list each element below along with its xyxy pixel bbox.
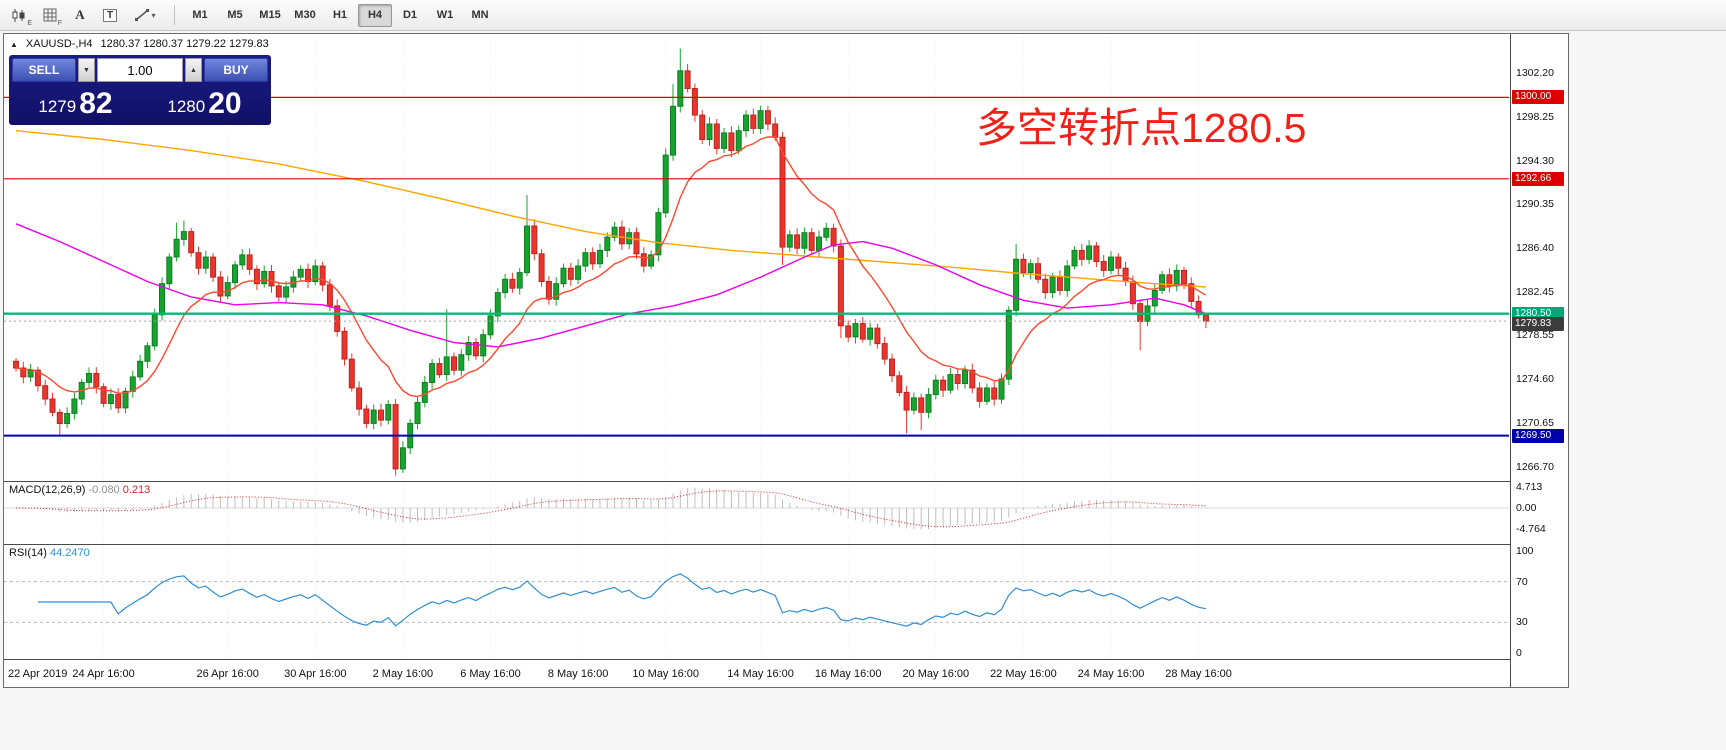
macd-value: -0.080 — [88, 484, 120, 496]
macd-signal-value: 0.213 — [122, 484, 151, 496]
timeframe-button-mn[interactable]: MN — [471, 9, 489, 21]
sell-price-display[interactable]: 1279 82 — [12, 84, 139, 122]
time-label: 2 May 16:00 — [372, 668, 434, 680]
rsi-scale-label: 30 — [1516, 616, 1528, 629]
sell-price-pips: 82 — [79, 87, 113, 120]
time-label: 28 May 16:00 — [1165, 668, 1232, 680]
time-label: 26 Apr 16:00 — [196, 668, 259, 680]
price-axis[interactable]: 1302.20 1298.25 1294.30 1290.35 1286.40 1282.… — [1510, 34, 1568, 687]
price-badge: 1292.66 — [1512, 171, 1564, 186]
ohlc-values: 1280.37 1280.37 1279.22 1279.83 — [100, 38, 269, 50]
candlestick-glyph — [12, 8, 25, 22]
macd-scale-label: -4.764 — [1516, 523, 1546, 536]
timeframe-bar: M1 M5 M15 M30 H1 H4 D1 W1 MN — [183, 3, 497, 27]
text-tool-icon[interactable]: A — [66, 3, 94, 27]
buy-price-pips: 20 — [208, 87, 242, 120]
panel-divider[interactable] — [4, 481, 1568, 482]
text-tool-glyph: A — [75, 7, 85, 22]
symbol-title: XAUUSD-,H4 — [25, 38, 93, 50]
symbol-header: ▲ XAUUSD-,H4 1280.37 1280.37 1279.22 127… — [10, 38, 269, 50]
main-chart-panel[interactable] — [4, 34, 1509, 481]
label-tool-icon[interactable]: T — [96, 3, 124, 27]
chart-window[interactable]: ▲ XAUUSD-,H4 1280.37 1280.37 1279.22 127… — [3, 33, 1569, 688]
timeframe-button-d1[interactable]: D1 — [402, 9, 418, 21]
macd-name: MACD(12,26,9) — [9, 484, 86, 496]
candlestick-chart-icon[interactable]: E — [6, 3, 34, 27]
price-label: 1294.30 — [1516, 154, 1554, 167]
sell-price-main: 1279 — [38, 97, 77, 116]
price-label: 1298.25 — [1516, 110, 1554, 123]
toolbar-separator — [174, 5, 175, 25]
buy-price-display[interactable]: 1280 20 — [141, 84, 268, 122]
rsi-panel[interactable] — [4, 545, 1509, 659]
time-label: 10 May 16:00 — [632, 668, 700, 680]
price-label: 1266.70 — [1516, 460, 1554, 473]
price-label: 1282.45 — [1516, 286, 1554, 299]
time-label: 30 Apr 16:00 — [284, 668, 347, 680]
draw-tools-icon[interactable]: ▾ — [126, 3, 164, 27]
price-badge: 1280.50 — [1512, 306, 1564, 321]
price-label: 1270.65 — [1516, 416, 1554, 429]
timeframe-button-m1[interactable]: M1 — [192, 9, 208, 21]
price-label: 1286.40 — [1516, 242, 1554, 255]
one-click-trade-panel: SELL ▼ ▲ BUY 1279 82 1280 20 — [9, 55, 271, 125]
price-badge: 1269.50 — [1512, 428, 1564, 443]
panel-divider — [4, 659, 1568, 660]
toolbar: E F A T ▾ M1 M5 M15 M30 H1 H4 D1 W1 MN — [0, 0, 1726, 31]
trendline-glyph — [135, 9, 150, 21]
volume-input[interactable] — [97, 58, 183, 82]
icon-sub-label: F — [57, 20, 62, 27]
time-label: 22 May 16:00 — [990, 668, 1057, 680]
time-axis[interactable]: 22 Apr 2019 24 Apr 16:00 26 Apr 16:00 30 Ap… — [4, 660, 1509, 686]
icon-sub-label: E — [27, 20, 32, 27]
time-label: 6 May 16:00 — [460, 668, 521, 680]
macd-chart[interactable] — [4, 482, 1509, 544]
timeframe-button-h1[interactable]: H1 — [332, 9, 348, 21]
price-label: 1278.55 — [1516, 329, 1554, 342]
rsi-label: RSI(14) 44.2470 — [9, 547, 90, 559]
time-label: 24 May 16:00 — [1077, 668, 1145, 680]
rsi-chart[interactable] — [4, 545, 1509, 659]
sell-button[interactable]: SELL — [12, 58, 76, 82]
chevron-down-icon: ▾ — [151, 10, 156, 20]
time-label: 8 May 16:00 — [547, 668, 609, 680]
rsi-scale-label: 100 — [1516, 545, 1534, 557]
price-label: 1290.35 — [1516, 198, 1554, 211]
chart-annotation: 多空转折点1280.5 — [976, 105, 1307, 151]
trade-panel-toggle-icon[interactable]: ▲ — [10, 39, 18, 49]
macd-scale-label: 4.713 — [1516, 481, 1543, 494]
volume-decrease-button[interactable]: ▼ — [78, 58, 95, 82]
timeframe-button-h4[interactable]: H4 — [358, 3, 392, 27]
volume-increase-button[interactable]: ▲ — [185, 58, 202, 82]
rsi-name: RSI(14) — [9, 547, 47, 559]
time-label: 14 May 16:00 — [727, 668, 794, 680]
label-tool-glyph: T — [102, 8, 118, 22]
buy-button[interactable]: BUY — [204, 58, 268, 82]
grid-glyph — [43, 8, 56, 21]
rsi-scale-label: 0 — [1516, 647, 1522, 659]
time-label: 22 Apr 2019 — [8, 668, 68, 680]
macd-panel[interactable] — [4, 482, 1509, 544]
price-badge: 1279.83 — [1512, 317, 1564, 332]
price-label: 1302.20 — [1516, 67, 1554, 79]
buy-price-main: 1280 — [167, 97, 206, 116]
macd-label: MACD(12,26,9) -0.080 0.213 — [9, 484, 150, 496]
candlestick-chart[interactable] — [4, 34, 1509, 481]
panel-divider[interactable] — [4, 544, 1568, 545]
grid-icon[interactable]: F — [36, 3, 64, 27]
timeframe-button-m15[interactable]: M15 — [259, 9, 281, 21]
time-label: 16 May 16:00 — [814, 668, 882, 680]
time-label: 24 Apr 16:00 — [72, 668, 135, 680]
rsi-scale-label: 70 — [1516, 575, 1528, 588]
rsi-value: 44.2470 — [49, 547, 90, 559]
timeframe-button-m30[interactable]: M30 — [294, 9, 316, 21]
timeframe-button-w1[interactable]: W1 — [436, 9, 454, 21]
macd-scale-label: 0.00 — [1516, 502, 1537, 514]
timeframe-button-m5[interactable]: M5 — [227, 9, 243, 21]
price-badge: 1300.00 — [1512, 90, 1564, 105]
time-label: 20 May 16:00 — [902, 668, 970, 680]
price-label: 1274.60 — [1516, 373, 1554, 386]
